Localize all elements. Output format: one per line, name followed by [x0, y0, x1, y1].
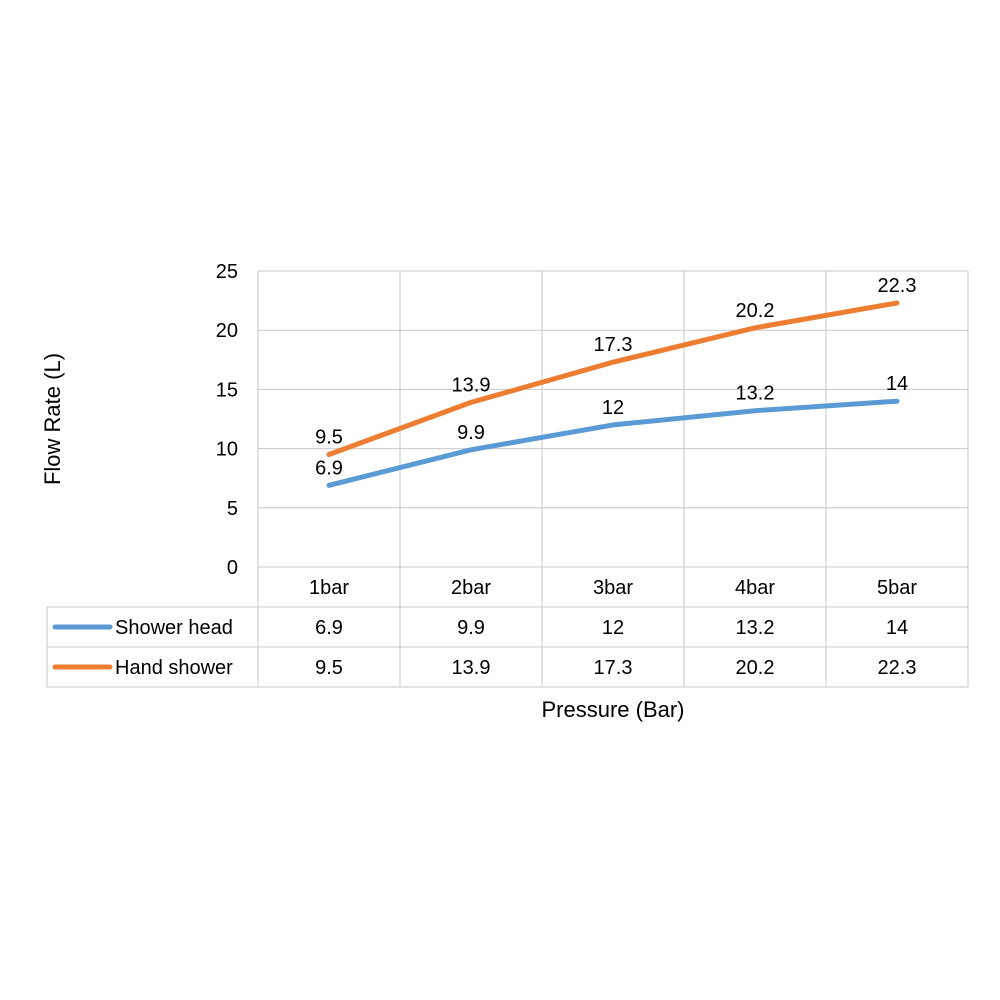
y-axis-title: Flow Rate (L): [40, 353, 65, 485]
table-cell: 22.3: [878, 657, 917, 679]
x-category-label: 5bar: [877, 577, 917, 599]
series-lines: [326, 300, 900, 488]
table-cell: 14: [886, 617, 908, 639]
data-label: 13.2: [736, 383, 775, 405]
y-tick-label: 15: [216, 379, 238, 401]
data-label: 22.3: [878, 275, 917, 297]
data-label: 17.3: [594, 334, 633, 356]
data-label: 12: [602, 397, 624, 419]
table-cell: 13.2: [736, 617, 775, 639]
x-category-label: 3bar: [593, 577, 633, 599]
legend-label: Hand shower: [115, 657, 233, 679]
x-axis-title: Pressure (Bar): [541, 697, 684, 722]
table-cell: 17.3: [594, 657, 633, 679]
x-category-label: 2bar: [451, 577, 491, 599]
series-line-hand-shower: [326, 300, 900, 457]
table-cell: 9.9: [457, 617, 485, 639]
y-tick-label: 10: [216, 439, 238, 461]
y-axis-ticks: 0 5 10 15 20 25: [216, 261, 238, 579]
legend-label: Shower head: [115, 617, 233, 639]
y-tick-label: 5: [227, 498, 238, 520]
data-label: 13.9: [452, 374, 491, 396]
series-line-shower-head: [326, 398, 900, 488]
table-cell: 20.2: [736, 657, 775, 679]
y-tick-label: 20: [216, 320, 238, 342]
table-cell: 12: [602, 617, 624, 639]
data-label: 6.9: [315, 457, 343, 479]
data-label: 14: [886, 373, 908, 395]
table-cell: 6.9: [315, 617, 343, 639]
table-cell: 13.9: [452, 657, 491, 679]
data-table: 1bar 2bar 3bar 4bar 5bar Shower head 6.9 9.9 12 1…: [46, 577, 968, 688]
grid: [257, 270, 969, 687]
data-labels: 6.9 9.9 12 13.2 14 9.5 13.9 17.3 20.2 22.3: [315, 275, 916, 479]
x-category-label: 4bar: [735, 577, 775, 599]
data-label: 9.9: [457, 422, 485, 444]
data-label: 9.5: [315, 427, 343, 449]
x-category-label: 1bar: [309, 577, 349, 599]
y-tick-label: 25: [216, 261, 238, 283]
y-tick-label: 0: [227, 557, 238, 579]
data-label: 20.2: [736, 300, 775, 322]
table-cell: 9.5: [315, 657, 343, 679]
